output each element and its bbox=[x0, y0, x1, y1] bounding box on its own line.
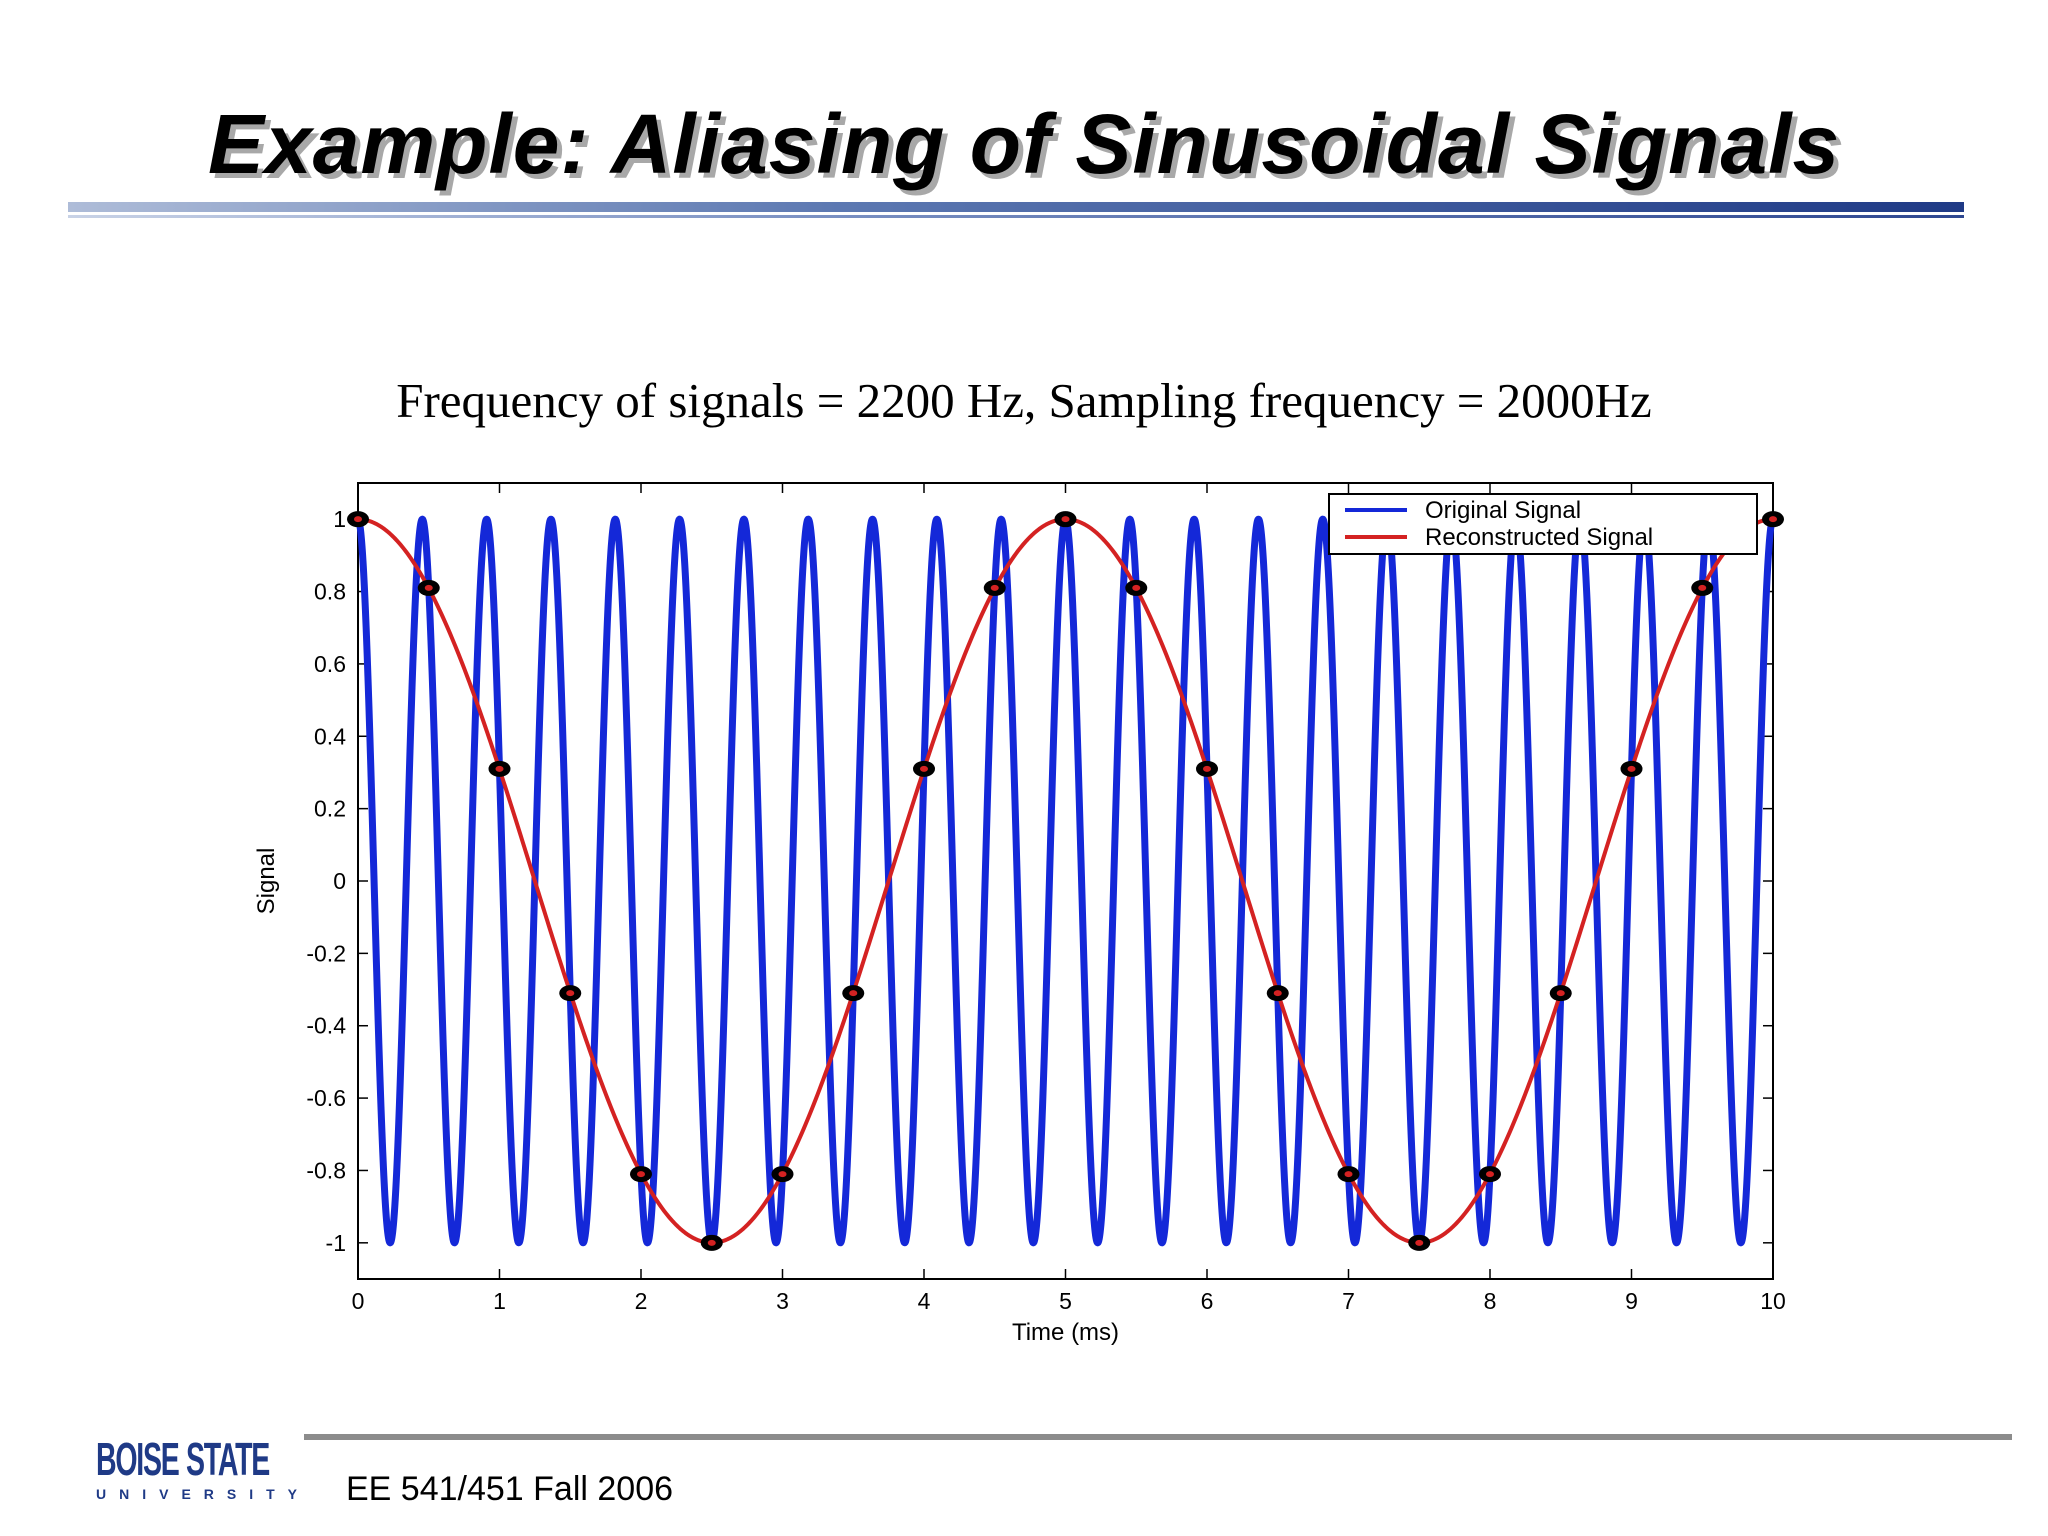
sample-point-center bbox=[1203, 765, 1211, 772]
x-tick-label: 5 bbox=[1059, 1288, 1072, 1314]
x-tick-label: 0 bbox=[352, 1288, 365, 1314]
sample-point-center bbox=[920, 765, 928, 772]
university-logo: BOISE STATE UNIVERSITY bbox=[96, 1433, 311, 1502]
title-divider bbox=[68, 202, 1964, 212]
sample-point-center bbox=[1627, 765, 1636, 772]
aliasing-chart: 0 1 2 3 4 5 6 7 8 9 10 1 0.8 0.6 0.4 0.2 0 -0.2 -0.4 -0.6 -… bbox=[253, 482, 1786, 1346]
y-tick-label: 1 bbox=[333, 506, 346, 532]
logo-subtitle: UNIVERSITY bbox=[96, 1486, 311, 1502]
sample-point-center bbox=[1132, 584, 1141, 591]
y-tick-label: -1 bbox=[326, 1230, 346, 1256]
x-tick-label: 9 bbox=[1625, 1288, 1638, 1314]
sample-point-center bbox=[849, 990, 858, 997]
footer-course: EE 541/451 Fall 2006 bbox=[346, 1470, 674, 1508]
x-axis-label: Time (ms) bbox=[1012, 1319, 1119, 1346]
sample-point-center bbox=[707, 1239, 716, 1246]
x-tick-label: 3 bbox=[776, 1288, 789, 1314]
sample-point-center bbox=[1344, 1171, 1353, 1178]
y-tick-label: 0.6 bbox=[314, 651, 346, 677]
x-tick-label: 1 bbox=[493, 1288, 506, 1314]
x-tick-label: 6 bbox=[1201, 1288, 1214, 1314]
sample-point-center bbox=[1061, 516, 1070, 523]
logo-word-left: BOISE bbox=[96, 1433, 180, 1485]
sample-point-center bbox=[495, 765, 504, 772]
legend: Original Signal Reconstructed Signal bbox=[1328, 493, 1758, 555]
sample-point-center bbox=[1415, 1239, 1424, 1246]
y-tick-label: -0.4 bbox=[306, 1013, 346, 1039]
sample-point-center bbox=[354, 516, 362, 523]
x-tick-label: 8 bbox=[1484, 1288, 1497, 1314]
y-tick-label: -0.6 bbox=[306, 1085, 346, 1111]
y-tick-label: -0.2 bbox=[306, 940, 346, 966]
sample-point-center bbox=[1556, 990, 1565, 997]
chart-subtitle: Frequency of signals = 2200 Hz, Sampling… bbox=[396, 373, 1652, 428]
y-tick-label: -0.8 bbox=[306, 1157, 346, 1183]
x-axis-ticks: 0 1 2 3 4 5 6 7 8 9 10 bbox=[352, 483, 1786, 1314]
legend-label-original: Original Signal bbox=[1425, 497, 1581, 524]
y-tick-label: 0.4 bbox=[314, 723, 346, 749]
legend-label-reconstructed: Reconstructed Signal bbox=[1425, 524, 1653, 551]
y-tick-label: 0.2 bbox=[314, 796, 346, 822]
sample-point-center bbox=[778, 1171, 787, 1178]
footer-divider bbox=[304, 1434, 2012, 1440]
y-axis-label: Signal bbox=[253, 848, 280, 915]
sample-point-center bbox=[1769, 516, 1777, 523]
sample-point-center bbox=[637, 1171, 645, 1178]
y-tick-label: 0.8 bbox=[314, 579, 346, 605]
sample-point-center bbox=[1698, 584, 1707, 591]
sample-point-center bbox=[1273, 990, 1282, 997]
sample-markers bbox=[347, 511, 1784, 1251]
x-tick-label: 2 bbox=[635, 1288, 648, 1314]
sample-point-center bbox=[566, 990, 575, 997]
sample-point-center bbox=[990, 584, 999, 591]
y-axis-ticks: 1 0.8 0.6 0.4 0.2 0 -0.2 -0.4 -0.6 -0.8 -1 bbox=[306, 506, 1773, 1256]
y-tick-label: 0 bbox=[333, 868, 346, 894]
logo-word-right: STATE bbox=[185, 1433, 270, 1485]
sample-point-center bbox=[1486, 1171, 1494, 1178]
x-tick-label: 7 bbox=[1342, 1288, 1355, 1314]
title-divider-thin bbox=[68, 215, 1964, 218]
x-tick-label: 10 bbox=[1760, 1288, 1786, 1314]
legend-box bbox=[1328, 493, 1758, 555]
sample-point-center bbox=[424, 584, 433, 591]
x-tick-label: 4 bbox=[918, 1288, 931, 1314]
slide-title: Example: Aliasing of Sinusoidal Signals bbox=[208, 97, 1841, 191]
